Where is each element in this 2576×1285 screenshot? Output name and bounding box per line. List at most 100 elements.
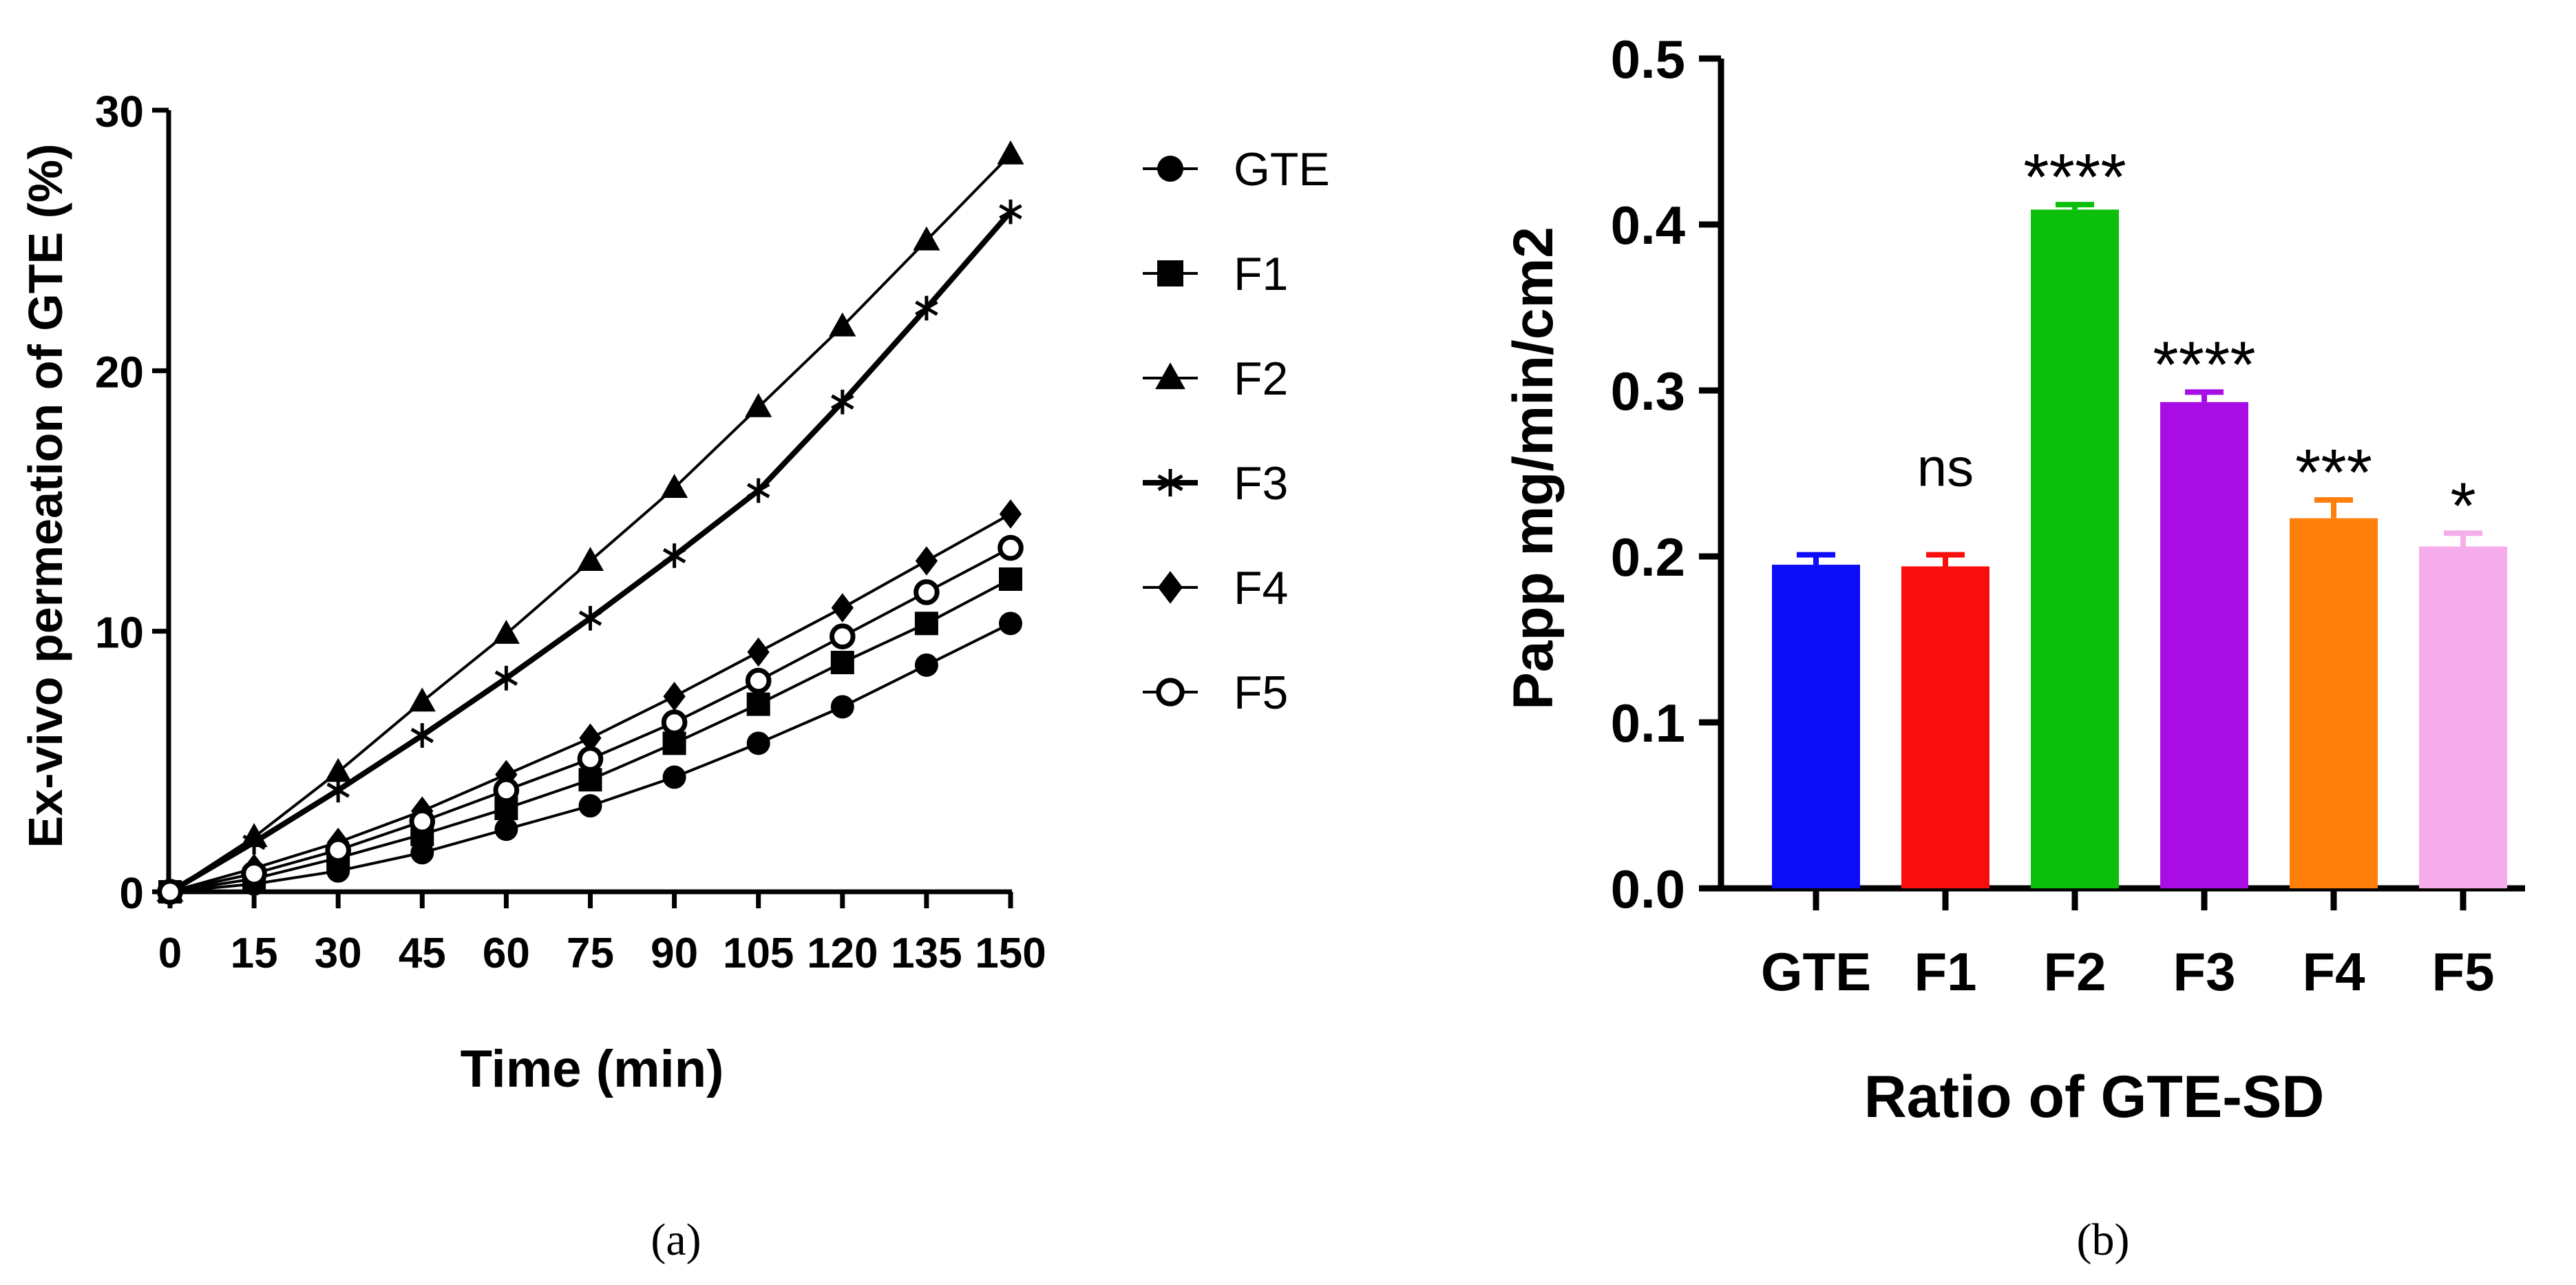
panel-b-x-tick-label: F5 xyxy=(2431,941,2494,1002)
panel-b-y-tick-label: 0.2 xyxy=(1611,527,1685,587)
panel-b-bar-chart: 0.00.10.20.30.40.5 GTE F1 F2 F3 F4 F5 ns*****… xyxy=(1502,29,2525,1265)
panel-a-x-tick-label: 150 xyxy=(975,930,1046,977)
significance-label-f3: **** xyxy=(2153,328,2255,401)
series-f5-point xyxy=(577,746,604,772)
series-f2-point xyxy=(661,474,688,499)
series-f3-point xyxy=(326,777,350,803)
series-f2-point xyxy=(576,547,604,571)
bar-f3 xyxy=(2160,401,2248,888)
panel-a-x-tick-label: 105 xyxy=(723,930,794,977)
panel-b-x-tick-label: F4 xyxy=(2302,941,2365,1002)
series-f5-point xyxy=(241,860,267,887)
panel-a-line-chart: 0 10 20 30 0 15 30 45 60 75 90 105 120 135 150 GTE F1 F… xyxy=(19,87,1330,1265)
series-f1-point xyxy=(662,731,686,755)
series-f5-point xyxy=(830,623,856,650)
panel-a-y-tick-label: 10 xyxy=(95,608,144,658)
series-f5-point xyxy=(661,709,688,735)
significance-label-f1: ns xyxy=(1917,437,1974,498)
series-f5-point xyxy=(157,879,183,905)
series-f3-point xyxy=(242,830,266,855)
legend-label: F1 xyxy=(1234,248,1288,300)
series-gte-point xyxy=(578,794,602,818)
series-f4-point xyxy=(747,637,770,667)
panel-b-x-tick-label: F2 xyxy=(2043,941,2106,1002)
panel-a-x-tick-label: 120 xyxy=(807,930,878,977)
error-bar-f3 xyxy=(2185,389,2224,402)
panel-b-caption: (b) xyxy=(2077,1215,2130,1265)
legend-label: F3 xyxy=(1234,457,1288,510)
series-f5-point xyxy=(325,837,352,864)
error-bar-f5 xyxy=(2444,530,2482,547)
series-f2-point xyxy=(324,758,352,782)
legend-item-f5: F5 xyxy=(1143,667,1288,719)
panel-a-x-tick-label: 30 xyxy=(315,930,362,977)
series-f3-point xyxy=(494,665,518,691)
series-f5-line xyxy=(169,546,1011,893)
bar-f5 xyxy=(2419,546,2507,888)
panel-b-x-axis-title: Ratio of GTE-SD xyxy=(1864,1064,2325,1130)
panel-b-x-tick-label: GTE xyxy=(1761,941,1871,1002)
panel-b-x-tick-label: F1 xyxy=(1914,941,1976,1002)
series-f3-point xyxy=(578,605,602,631)
series-f1-point xyxy=(914,612,938,636)
error-bar-gte xyxy=(1797,552,1835,565)
series-f2-point xyxy=(997,140,1024,165)
series-f3-point xyxy=(662,543,686,568)
panel-a-y-axis-title: Ex-vivo permeation of GTE (%) xyxy=(19,144,72,848)
series-f4-point xyxy=(915,546,938,576)
legend-marker xyxy=(1155,362,1185,390)
series-f1-point xyxy=(746,692,770,716)
panel-b-y-tick-label: 0.5 xyxy=(1611,29,1685,90)
series-f3-point xyxy=(410,723,434,748)
legend-item-f4: F4 xyxy=(1143,562,1288,614)
series-f3-point xyxy=(915,295,938,321)
series-f2-point xyxy=(745,393,772,417)
panel-a-x-axis-title: Time (min) xyxy=(461,1040,724,1098)
panel-b-y-tick-label: 0.3 xyxy=(1611,361,1685,421)
series-f1-point xyxy=(578,768,602,792)
series-f5-point xyxy=(493,777,520,804)
series-f2-point xyxy=(829,312,856,337)
legend-label: GTE xyxy=(1234,143,1330,196)
panel-a-y-tick-label: 30 xyxy=(95,87,144,136)
series-f5-point xyxy=(997,534,1024,561)
significance-label-f2: **** xyxy=(2023,140,2126,214)
panel-a-y-tick-label: 0 xyxy=(119,868,144,918)
error-bar-f1 xyxy=(1926,552,1965,567)
series-f2-point xyxy=(913,226,940,251)
series-f2-point xyxy=(492,620,520,644)
series-f3-point xyxy=(831,389,854,415)
series-f3-point xyxy=(999,199,1022,224)
panel-b-y-tick-label: 0.1 xyxy=(1611,693,1685,753)
bar-gte xyxy=(1772,565,1860,888)
series-gte-point xyxy=(662,765,686,789)
legend-marker xyxy=(1157,469,1183,497)
series-f3-point xyxy=(746,478,770,503)
series-gte-point xyxy=(914,653,938,677)
legend-marker xyxy=(1157,156,1183,182)
bar-f4 xyxy=(2290,518,2378,888)
legend-marker xyxy=(1156,678,1185,707)
panel-a-x-tick-label: 60 xyxy=(483,930,530,977)
series-gte-point xyxy=(830,695,854,719)
series-f1-point xyxy=(830,651,854,675)
panel-b-x-tick-label: F3 xyxy=(2173,941,2235,1002)
error-bar-f4 xyxy=(2314,497,2353,519)
panel-a-x-tick-label: 135 xyxy=(891,930,962,977)
legend-marker xyxy=(1157,260,1183,286)
legend-item-gte: GTE xyxy=(1143,143,1330,196)
panel-a-x-tick-label: 75 xyxy=(567,930,614,977)
panel-a-x-tick-label: 0 xyxy=(158,930,182,977)
series-gte-point xyxy=(999,612,1022,636)
series-f4-point xyxy=(579,723,602,753)
series-f4-point xyxy=(999,499,1022,529)
bar-f1 xyxy=(1901,566,1989,888)
legend-item-f3: F3 xyxy=(1143,457,1288,510)
series-f5-point xyxy=(914,579,940,605)
panel-a-y-tick-label: 20 xyxy=(95,347,144,397)
panel-b-y-axis-title: Papp mg/min/cm2 xyxy=(1502,227,1565,710)
legend-label: F2 xyxy=(1234,353,1288,405)
significance-label-f5: * xyxy=(2450,469,2475,543)
series-gte-point xyxy=(410,841,434,865)
